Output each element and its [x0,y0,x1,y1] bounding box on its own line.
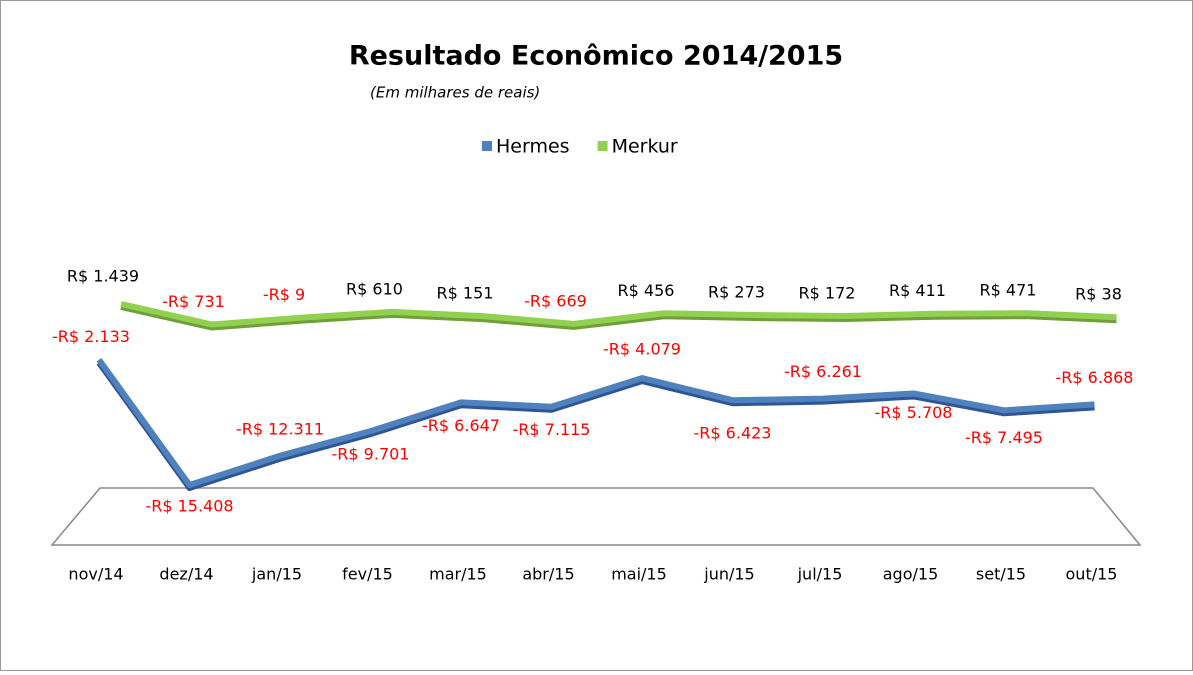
data-label: -R$ 6.261 [784,362,862,381]
data-label: -R$ 731 [162,292,225,311]
data-label: -R$ 6.647 [422,416,500,435]
legend-swatch [597,141,608,151]
x-tick-label: ago/15 [883,565,939,584]
data-label: -R$ 6.423 [694,424,772,443]
legend-label: Merkur [612,136,678,158]
data-label: -R$ 5.708 [875,403,953,422]
data-label: -R$ 9 [263,285,305,304]
x-tick-label: mai/15 [611,565,667,584]
data-label: -R$ 12.311 [236,419,324,438]
data-label: -R$ 6.868 [1056,368,1134,387]
floor [50,487,1142,546]
data-label: R$ 1.439 [67,267,139,286]
series-line [96,357,1095,488]
data-label: R$ 411 [889,281,946,300]
series-line [120,301,1117,328]
data-label: -R$ 7.115 [513,420,591,439]
legend-label: Hermes [496,136,570,158]
x-tick-label: abr/15 [522,565,574,584]
x-tick-label: mar/15 [429,565,487,584]
chart-title: Resultado Econômico 2014/2015 [349,41,843,72]
data-label: R$ 471 [980,281,1037,300]
x-tick-label: dez/14 [159,565,213,584]
data-label: R$ 273 [708,283,765,302]
data-label: -R$ 2.133 [52,327,130,346]
x-tick-label: fev/15 [342,565,393,584]
data-label: R$ 38 [1075,285,1122,304]
x-tick-label: out/15 [1066,565,1118,584]
x-tick-label: nov/14 [68,565,123,584]
data-label: R$ 151 [437,284,494,303]
data-label: -R$ 7.495 [965,428,1043,447]
x-tick-label: jul/15 [797,565,843,584]
x-tick-label: set/15 [976,565,1026,584]
data-label: R$ 456 [618,281,675,300]
data-label: -R$ 9.701 [332,445,410,464]
chart-subtitle: (Em milhares de reais) [370,84,540,102]
data-label: -R$ 669 [524,291,587,310]
x-tick-label: jun/15 [703,565,754,584]
x-tick-label: jan/15 [251,565,302,584]
data-label: R$ 610 [346,279,403,298]
legend-swatch [482,141,492,151]
data-label: -R$ 15.408 [145,497,233,516]
data-label: -R$ 4.079 [603,340,681,359]
data-label: R$ 172 [799,283,856,302]
